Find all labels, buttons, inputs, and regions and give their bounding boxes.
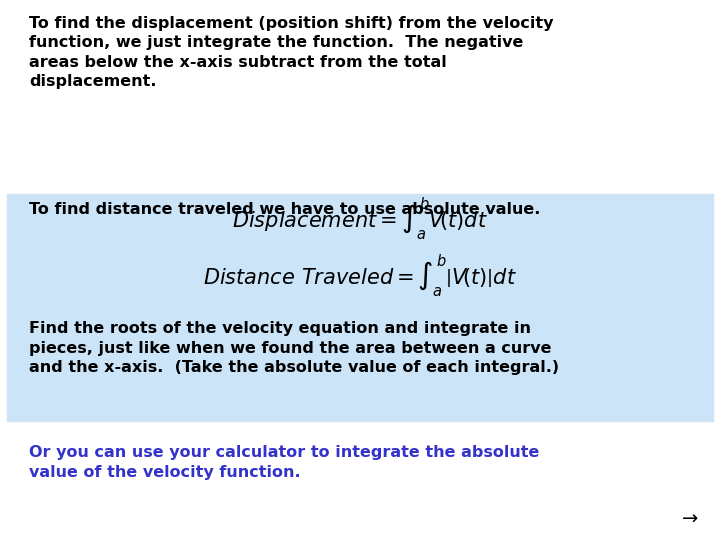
Text: To find distance traveled we have to use absolute value.: To find distance traveled we have to use…	[29, 202, 540, 218]
Text: Or you can use your calculator to integrate the absolute
value of the velocity f: Or you can use your calculator to integr…	[29, 446, 539, 480]
Text: $\mathit{Displacement} = \int_a^b V\!\left(t\right)dt$: $\mathit{Displacement} = \int_a^b V\!\le…	[232, 195, 488, 242]
Text: To find the displacement (position shift) from the velocity
function, we just in: To find the displacement (position shift…	[29, 16, 553, 89]
FancyBboxPatch shape	[7, 194, 713, 421]
Text: $\mathit{Distance\ Traveled} = \int_a^b \left|V\!\left(t\right)\right|dt$: $\mathit{Distance\ Traveled} = \int_a^b …	[203, 252, 517, 299]
Text: Find the roots of the velocity equation and integrate in
pieces, just like when : Find the roots of the velocity equation …	[29, 321, 559, 375]
Text: →: →	[682, 510, 698, 529]
